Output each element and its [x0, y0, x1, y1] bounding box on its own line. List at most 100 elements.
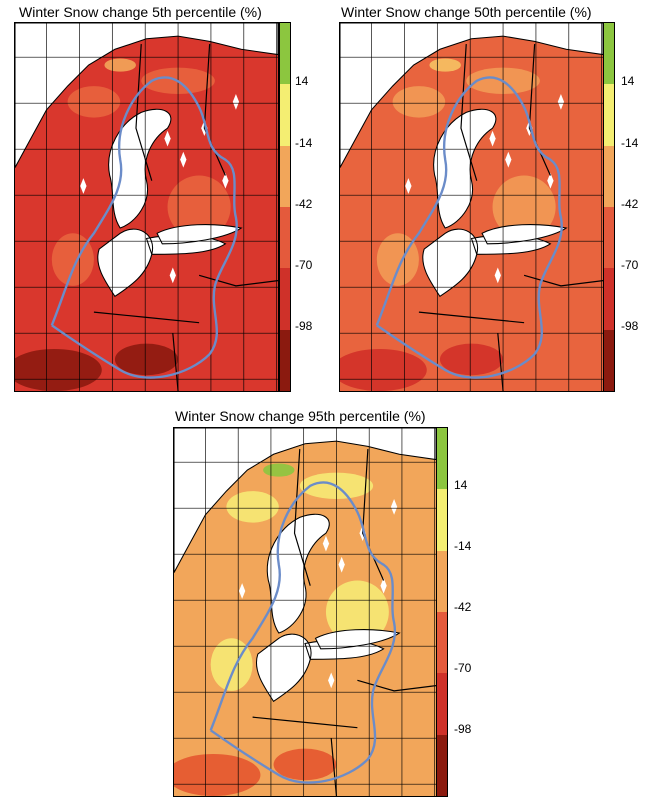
tick-label: -42 [454, 600, 472, 614]
class-patch [263, 463, 295, 477]
tick-label: -70 [295, 258, 313, 272]
class-patch [174, 753, 261, 796]
country-border [460, 43, 478, 181]
colorbar-segment [280, 207, 290, 269]
country-border [418, 311, 525, 324]
country-border [528, 43, 551, 176]
colorbar-segment [437, 612, 447, 674]
tick-label: 14 [621, 74, 635, 88]
tick-label: -14 [621, 136, 639, 150]
class-patch [429, 58, 461, 72]
country-border [203, 43, 226, 176]
basin-outline [209, 481, 397, 784]
colorbar-5th-percentile [279, 22, 291, 392]
map-canvas [174, 428, 436, 796]
class-patch [340, 348, 427, 391]
country-border [93, 311, 200, 324]
basin-outline [375, 76, 563, 379]
lake [169, 267, 176, 284]
lake [164, 130, 171, 147]
colorbar-segment [437, 673, 447, 735]
basin-outline [50, 76, 238, 379]
tick-label: -98 [621, 319, 639, 333]
land-area [15, 36, 278, 391]
country-border [172, 333, 179, 391]
tick-label: 14 [295, 74, 309, 88]
class-patch [392, 86, 446, 118]
tick-label: -98 [295, 319, 313, 333]
class-patch [114, 343, 179, 376]
colorbar-segment [280, 145, 290, 207]
colorbar-segment [437, 428, 447, 490]
class-patch [15, 348, 102, 391]
land-area [340, 36, 603, 391]
colorbar-segment [604, 329, 614, 391]
colorbar-segment [280, 268, 290, 330]
colorbar-segment [604, 23, 614, 85]
lake [322, 535, 330, 552]
panel-title: Winter Snow change 95th percentile (%) [175, 408, 426, 424]
lake [127, 188, 134, 205]
lake [452, 188, 459, 205]
colorbar-segment [604, 207, 614, 269]
panel-title: Winter Snow change 5th percentile (%) [19, 4, 262, 20]
sea-area [433, 108, 497, 229]
country-border [293, 448, 311, 586]
tick-label: -14 [454, 539, 472, 553]
colorbar-segment [280, 329, 290, 391]
country-border [497, 333, 504, 391]
tick-label: -70 [621, 258, 639, 272]
lake [547, 172, 554, 189]
panel-title: Winter Snow change 50th percentile (%) [341, 4, 592, 20]
colorbar-segment [604, 84, 614, 146]
colorbar-95th-percentile [436, 427, 448, 797]
sea-area [174, 428, 436, 573]
colorbar-segment [280, 23, 290, 85]
map-95th-percentile [173, 427, 437, 797]
class-patch [104, 58, 136, 72]
colorbar-50th-percentile [603, 22, 615, 392]
sea-area [340, 23, 603, 168]
colorbar-segment [604, 268, 614, 330]
lake [338, 556, 345, 573]
lake [505, 151, 512, 168]
class-patch [167, 175, 231, 239]
country-border [357, 679, 436, 692]
tick-label: -70 [454, 661, 472, 675]
country-border [362, 448, 385, 581]
colorbar-segment [604, 145, 614, 207]
tick-label: 14 [454, 478, 468, 492]
colorbar-segment [437, 550, 447, 612]
sea-area [266, 513, 330, 634]
lake [557, 93, 565, 110]
colorbar-segment [280, 84, 290, 146]
class-patch [492, 175, 556, 239]
lake [180, 151, 187, 168]
map-canvas [15, 23, 278, 391]
panel-5th-percentile: Winter Snow change 5th percentile (%) 14… [0, 0, 312, 395]
class-patch [226, 491, 279, 523]
class-patch [325, 580, 389, 644]
map-5th-percentile [14, 22, 279, 392]
tick-label: -42 [295, 197, 313, 211]
country-border [330, 738, 338, 796]
sea-area [15, 23, 278, 168]
class-patch [67, 86, 121, 118]
tick-label: -98 [454, 722, 472, 736]
lake [238, 583, 246, 599]
map-canvas [340, 23, 603, 391]
lake [405, 178, 412, 194]
lake [286, 593, 293, 610]
country-border [252, 716, 358, 729]
country-border [135, 43, 153, 181]
class-patch [273, 748, 337, 781]
panel-95th-percentile: Winter Snow change 95th percentile (%) 1… [160, 402, 500, 810]
country-border [198, 274, 278, 287]
colorbar-segment [437, 489, 447, 551]
country-border [523, 274, 603, 287]
colorbar-segment [437, 734, 447, 796]
panel-50th-percentile: Winter Snow change 50th percentile (%) 1… [325, 0, 655, 395]
sea-area [108, 108, 172, 229]
tick-label: -42 [621, 197, 639, 211]
lake [489, 130, 496, 147]
